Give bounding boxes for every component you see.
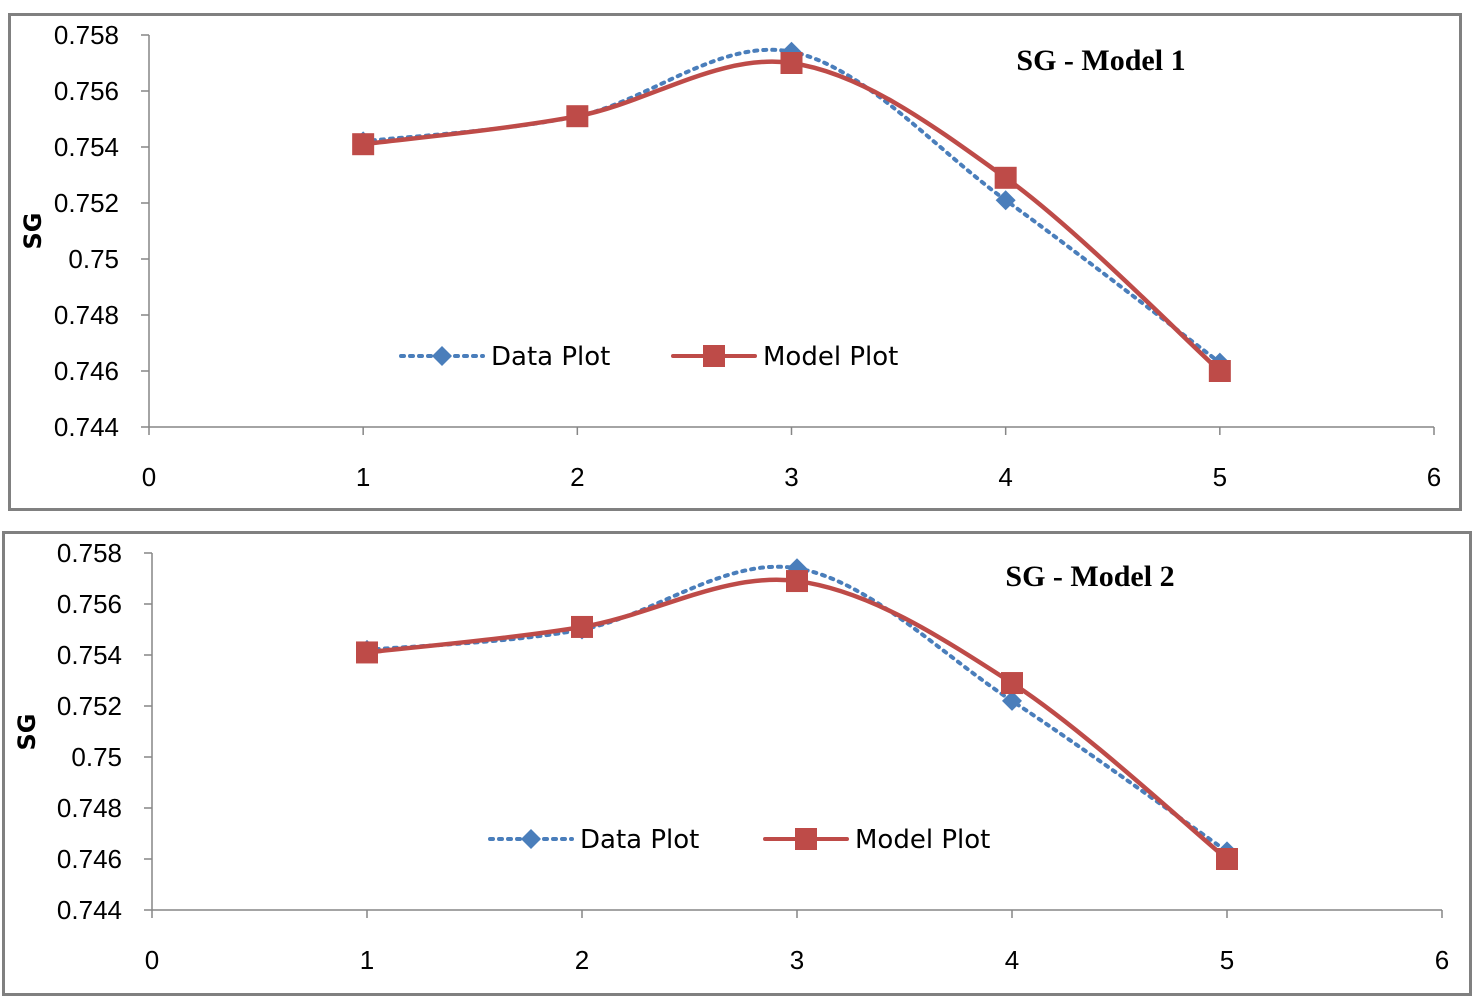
y-tick-label: 0.75 — [68, 244, 119, 274]
y-tick-label: 0.75 — [71, 742, 122, 772]
chart-panel-model-2: 0.744 0.746 0.748 0.75 0.752 0.754 0.756 0.758 0… — [2, 531, 1472, 996]
data-point-square — [566, 105, 589, 128]
x-tick-label: 6 — [1435, 945, 1449, 975]
series-line-data-plot — [365, 564, 1229, 854]
legend-label: Model Plot — [855, 825, 990, 855]
legend-marker-diamond — [521, 829, 541, 849]
legend-label: Data Plot — [491, 342, 610, 372]
y-tick-label: 0.746 — [57, 844, 122, 874]
chart-panel-model-1: 0.744 0.746 0.748 0.75 0.752 0.754 0.756 0.758 0… — [8, 13, 1462, 511]
x-tick-label: 1 — [360, 945, 374, 975]
chart-svg-model-2: 0.744 0.746 0.748 0.75 0.752 0.754 0.756 0.758 0… — [13, 538, 1449, 975]
y-tick-label: 0.744 — [54, 412, 119, 442]
y-tick-label: 0.754 — [57, 640, 122, 670]
legend-label: Model Plot — [763, 342, 898, 372]
series-line-data-plot — [361, 47, 1222, 365]
x-tick-label: 5 — [1220, 945, 1234, 975]
chart-title: SG - Model 2 — [1005, 560, 1174, 593]
legend-label: Data Plot — [580, 825, 699, 855]
y-tick-label: 0.756 — [54, 76, 119, 106]
data-point-square — [356, 641, 378, 664]
y-tick-label: 0.748 — [54, 300, 119, 330]
y-tick-label: 0.752 — [57, 691, 122, 721]
data-point-square — [1208, 360, 1231, 382]
y-tick-label: 0.748 — [57, 793, 122, 823]
y-tick-label: 0.756 — [57, 589, 122, 619]
y-tick-label: 0.758 — [54, 20, 119, 50]
legend-marker-square — [795, 828, 817, 850]
x-tick-label: 0 — [145, 945, 159, 975]
y-tick-label: 0.746 — [54, 356, 119, 386]
x-tick-label: 0 — [142, 462, 156, 492]
data-point-diamond — [1002, 690, 1022, 711]
legend-marker-square — [703, 345, 725, 367]
x-tick-label: 3 — [784, 462, 798, 492]
x-tick-label: 2 — [575, 945, 589, 975]
chart-title: SG - Model 1 — [1016, 44, 1185, 77]
x-tick-label: 3 — [790, 945, 804, 975]
y-tick-label: 0.758 — [57, 538, 122, 568]
y-axis-label: SG — [13, 714, 41, 751]
data-point-square — [352, 133, 375, 156]
data-point-square — [1216, 848, 1238, 870]
y-axis-label: SG — [19, 213, 47, 250]
data-point-square — [571, 615, 593, 638]
series-line-model-plot — [364, 577, 1230, 862]
chart-svg-model-1: 0.744 0.746 0.748 0.75 0.752 0.754 0.756 0.758 0… — [19, 20, 1441, 492]
data-point-square — [994, 166, 1017, 189]
x-tick-label: 1 — [356, 462, 370, 492]
data-point-square — [1001, 672, 1023, 695]
data-point-diamond — [995, 190, 1016, 211]
data-point-square — [786, 570, 808, 593]
y-tick-label: 0.754 — [54, 132, 119, 162]
x-tick-label: 4 — [1005, 945, 1019, 975]
x-tick-label: 6 — [1427, 462, 1441, 492]
y-tick-label: 0.744 — [57, 895, 122, 925]
legend-marker-diamond — [432, 346, 452, 366]
x-tick-label: 5 — [1213, 462, 1227, 492]
x-tick-label: 2 — [570, 462, 584, 492]
data-point-square — [780, 52, 803, 74]
series-line-model-plot — [360, 59, 1223, 374]
y-tick-label: 0.752 — [54, 188, 119, 218]
x-tick-label: 4 — [998, 462, 1012, 492]
